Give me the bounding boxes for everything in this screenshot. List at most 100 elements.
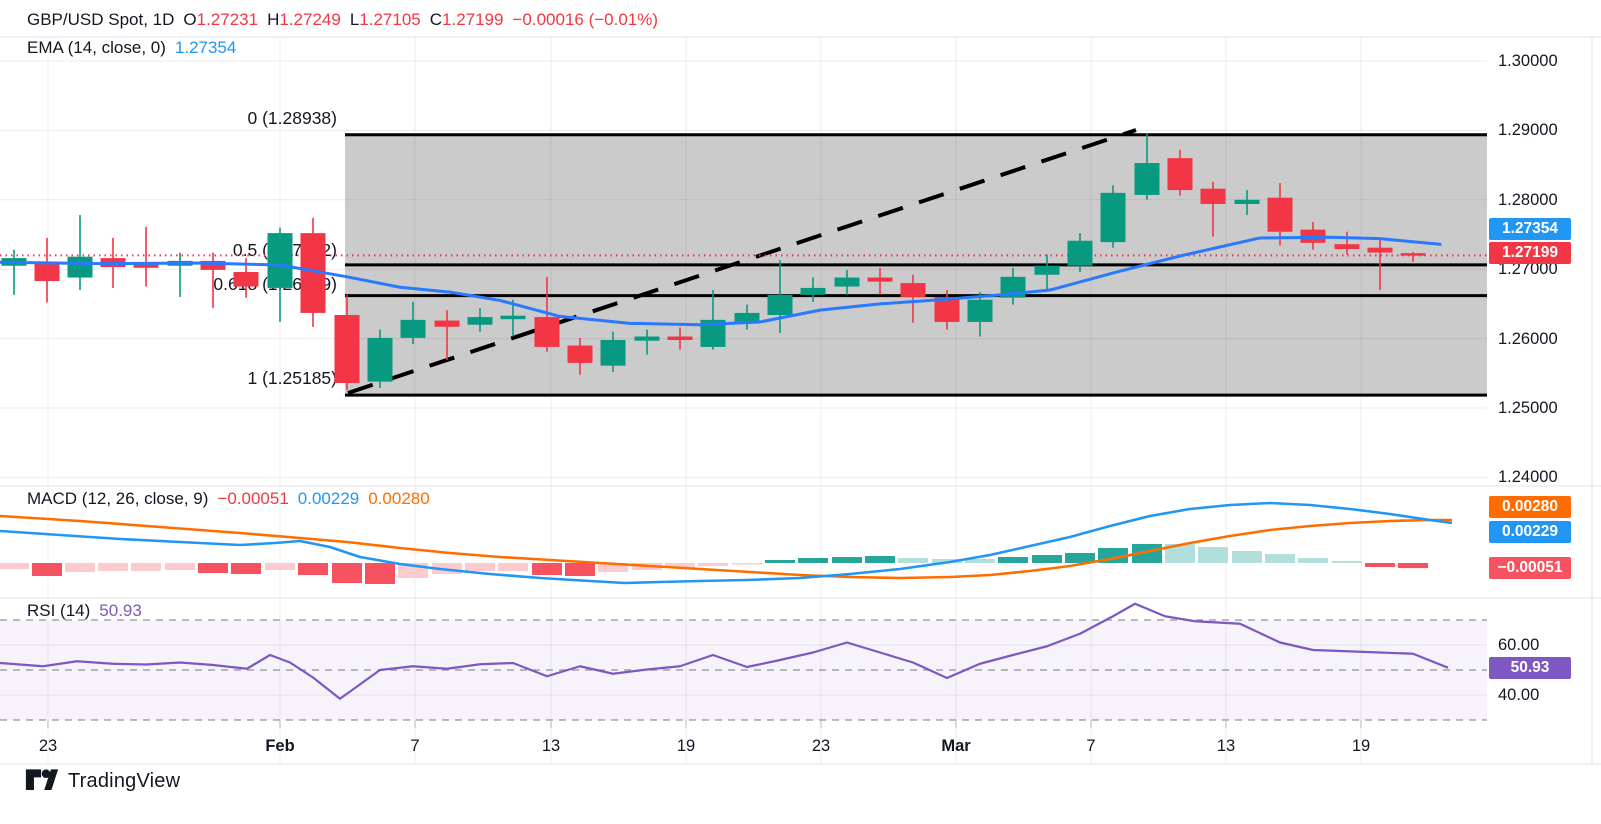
macd-hist-bar xyxy=(465,563,495,571)
symbol-header[interactable]: GBP/USD Spot, 1D O1.27231 H1.27249 L1.27… xyxy=(27,10,658,30)
ema-legend-label: EMA (14, close, 0) xyxy=(27,38,166,57)
macd-signal-badge: 0.00280 xyxy=(1489,496,1571,518)
macd-histogram xyxy=(0,544,1428,584)
candle-body xyxy=(1167,158,1193,191)
ohlc-close: C1.27199 xyxy=(429,10,504,29)
time-axis-label: 13 xyxy=(1216,737,1236,755)
candle-body xyxy=(500,315,526,320)
macd-hist-bar xyxy=(1398,563,1428,569)
rsi-value-badge: 50.93 xyxy=(1489,657,1571,679)
candle-body xyxy=(467,317,493,325)
candle-body xyxy=(1200,188,1226,204)
price-axis-label: 1.26000 xyxy=(1498,329,1558,348)
tradingview-logo[interactable]: TradingView xyxy=(25,767,180,795)
macd-legend-label: MACD (12, 26, close, 9) xyxy=(27,489,209,508)
trendline xyxy=(347,128,1137,395)
ohlc-low: L1.27105 xyxy=(349,10,421,29)
candle-body xyxy=(634,336,660,341)
rsi-legend-value: 50.93 xyxy=(99,601,142,620)
macd-hist-bar xyxy=(131,563,161,571)
macd-hist-bar xyxy=(1365,563,1395,567)
macd-hist-bar xyxy=(1232,551,1262,563)
macd-hist-bar xyxy=(865,556,895,563)
macd-hist-bar xyxy=(732,563,762,565)
ema-legend-value: 1.27354 xyxy=(174,38,237,57)
candle-body xyxy=(534,317,560,347)
rsi-legend-label: RSI (14) xyxy=(27,601,91,620)
macd-hist-bar xyxy=(532,563,562,575)
macd-hist-bar xyxy=(698,563,728,566)
last-price-badge: 1.27199 xyxy=(1489,242,1571,264)
macd-hist-bar xyxy=(798,558,828,563)
macd-hist-bar xyxy=(265,563,295,570)
price-axis-label: 1.25000 xyxy=(1498,399,1558,417)
price-axis-label: 1.24000 xyxy=(1498,468,1558,487)
candle-body xyxy=(834,277,860,287)
candle-body xyxy=(1334,244,1360,250)
macd-hist-bar xyxy=(998,557,1028,563)
candle-body xyxy=(200,260,226,270)
macd-hist-bar xyxy=(198,563,228,573)
rsi-40-label: 40.00 xyxy=(1498,686,1540,704)
macd-hist-bar xyxy=(765,560,795,563)
candle-body xyxy=(967,299,993,322)
rsi-line xyxy=(0,602,1449,700)
macd-hist-bar xyxy=(1065,553,1095,563)
macd-hist-bar xyxy=(98,563,128,571)
candle-body xyxy=(867,277,893,282)
tradingview-logo-icon xyxy=(25,769,59,790)
macd-hist-bar xyxy=(1032,555,1062,563)
macd-hist-badge: −0.00051 xyxy=(1489,557,1571,579)
time-axis-label: 23 xyxy=(811,737,831,755)
candle-body xyxy=(233,271,259,287)
candle-body xyxy=(800,287,826,295)
candle-body xyxy=(1234,199,1260,204)
macd-hist-bar xyxy=(65,563,95,572)
rsi-legend[interactable]: RSI (14) 50.93 xyxy=(27,601,142,621)
macd-hist-bar xyxy=(1165,544,1195,563)
candle-body xyxy=(267,233,293,288)
time-axis-label: 19 xyxy=(1351,737,1371,755)
macd-hist-bar xyxy=(165,563,195,570)
time-axis-label: 13 xyxy=(541,737,561,755)
candle-body xyxy=(900,283,926,297)
candle-body xyxy=(1134,163,1160,195)
candle-body xyxy=(767,294,793,316)
time-axis-label: 7 xyxy=(410,737,420,755)
price-axis-label: 1.27000 xyxy=(1498,260,1558,279)
ema-price-badge: 1.27354 xyxy=(1489,218,1571,240)
price-axis-label: 1.29000 xyxy=(1498,121,1558,140)
change-value: −0.00016 (−0.01%) xyxy=(512,10,659,29)
candle-body xyxy=(400,319,426,338)
fib-level-label: 1 (1.25185) xyxy=(247,368,337,388)
time-axis-label: Feb xyxy=(265,737,295,755)
macd-hist-bar xyxy=(1132,544,1162,563)
macd-hist-bar xyxy=(1265,554,1295,563)
ohlc-high: H1.27249 xyxy=(267,10,341,29)
candle-body xyxy=(67,256,93,278)
candle-body xyxy=(367,337,393,382)
macd-hist-bar xyxy=(665,563,695,568)
ema-legend[interactable]: EMA (14, close, 0) 1.27354 xyxy=(27,38,236,58)
macd-hist-bar xyxy=(1198,547,1228,563)
candle-body xyxy=(1034,265,1060,275)
candle-body xyxy=(1367,247,1393,253)
macd-hist-bar xyxy=(365,563,395,584)
macd-legend[interactable]: MACD (12, 26, close, 9) −0.00051 0.00229… xyxy=(27,489,430,509)
candle-body xyxy=(133,263,159,268)
macd-hist-bar xyxy=(498,563,528,571)
macd-hist-bar xyxy=(565,563,595,576)
macd-hist-bar xyxy=(32,563,62,576)
time-axis-label: Mar xyxy=(941,737,971,755)
candle-body xyxy=(434,320,460,327)
time-axis-label: 23 xyxy=(38,737,58,755)
macd-hist-bar xyxy=(1298,558,1328,563)
candle-body xyxy=(734,312,760,322)
macd-line-badge: 0.00229 xyxy=(1489,521,1571,543)
time-axis-label: 7 xyxy=(1086,737,1096,755)
rsi-60-label: 60.00 xyxy=(1498,636,1540,654)
macd-signal-line xyxy=(0,514,1452,580)
price-axis-label: 1.30000 xyxy=(1498,52,1558,70)
price-axis-label: 1.28000 xyxy=(1498,190,1558,209)
